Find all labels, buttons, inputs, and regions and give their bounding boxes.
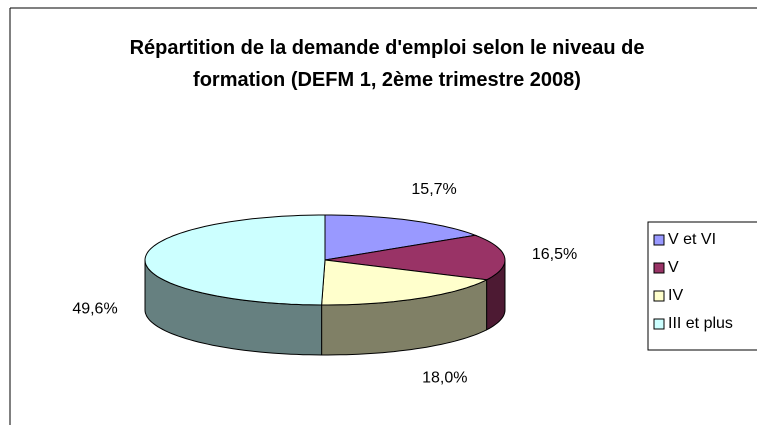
slice-top [324, 214, 478, 261]
legend-label: V [668, 259, 679, 276]
data-label: 49,6% [72, 300, 117, 317]
slice-top [321, 259, 489, 306]
slice-top [324, 234, 506, 281]
pie-slice [324, 214, 478, 261]
legend-swatch [653, 290, 665, 302]
legend-box [647, 221, 757, 351]
pie-slice [324, 234, 506, 331]
legend-swatch [653, 318, 665, 330]
pie-slice [144, 214, 326, 356]
slice-top [144, 214, 326, 306]
legend-label: III et plus [668, 315, 733, 332]
data-label: 16,5% [532, 246, 577, 263]
legend-label: V et VI [668, 231, 716, 248]
data-label: 18,0% [422, 370, 467, 387]
legend-swatch [653, 234, 665, 246]
chart-title: Répartition de la demande d'emploi selon… [129, 37, 645, 91]
data-label: 15,7% [411, 181, 456, 198]
legend-label: IV [668, 287, 683, 304]
legend-swatch [653, 262, 665, 274]
